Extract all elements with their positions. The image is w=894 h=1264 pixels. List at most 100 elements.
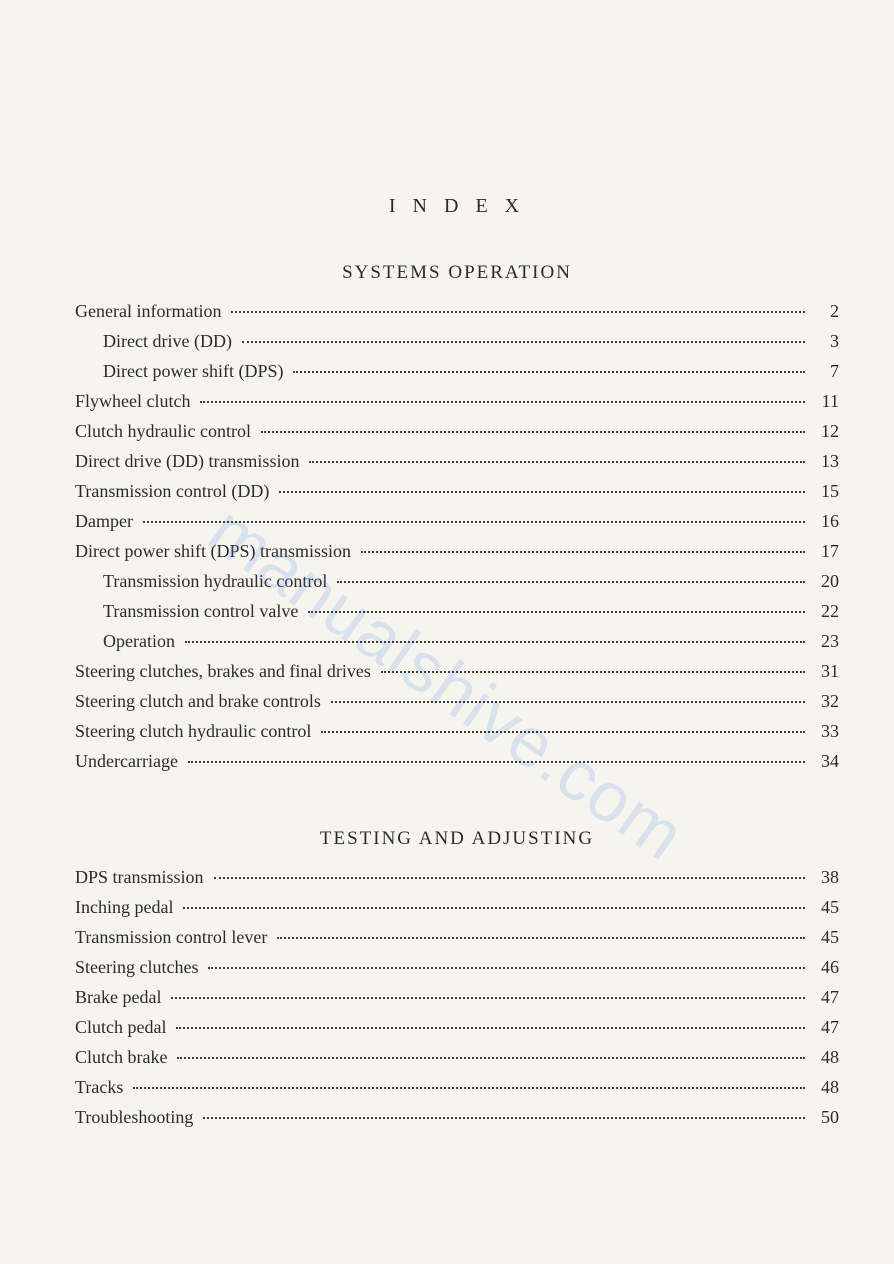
toc-leader-dots (381, 671, 805, 673)
toc-entry-label: Clutch hydraulic control (75, 422, 255, 440)
toc-entry-page: 17 (811, 542, 839, 560)
toc-leader-dots (331, 701, 805, 703)
toc-leader-dots (143, 521, 805, 523)
toc-leader-dots (185, 641, 805, 643)
toc-entry-label: General information (75, 302, 225, 320)
toc-entry: Troubleshooting 50 (75, 1108, 839, 1126)
toc-leader-dots (200, 401, 805, 403)
toc-leader-dots (176, 1027, 805, 1029)
toc-entry-page: 45 (811, 928, 839, 946)
toc-leader-dots (277, 937, 805, 939)
toc-leader-dots (308, 611, 805, 613)
toc-entry-label: Direct drive (DD) transmission (75, 452, 303, 470)
toc-entry: Transmission control valve 22 (75, 602, 839, 620)
toc-entry-page: 48 (811, 1078, 839, 1096)
toc-entry-label: Damper (75, 512, 137, 530)
section-gap (75, 782, 839, 808)
toc-entry: Tracks 48 (75, 1078, 839, 1096)
toc-entry-label: Tracks (75, 1078, 127, 1096)
toc-entry-page: 22 (811, 602, 839, 620)
toc-section: General information 2 Direct drive (DD) 3 Di… (75, 302, 839, 770)
toc-entry-label: Flywheel clutch (75, 392, 194, 410)
toc-entry: DPS transmission 38 (75, 868, 839, 886)
toc-entry-label: Brake pedal (75, 988, 165, 1006)
toc-entry-page: 3 (811, 332, 839, 350)
toc-entry-page: 50 (811, 1108, 839, 1126)
toc-entry: Transmission hydraulic control 20 (75, 572, 839, 590)
toc-entry-label: Transmission control (DD) (75, 482, 273, 500)
toc-entry-page: 45 (811, 898, 839, 916)
toc-entry: Direct power shift (DPS) 7 (75, 362, 839, 380)
toc-leader-dots (231, 311, 805, 313)
toc-entry: Steering clutches, brakes and final driv… (75, 662, 839, 680)
toc-entry-label: Inching pedal (75, 898, 177, 916)
toc-entry-page: 12 (811, 422, 839, 440)
toc-entry: Flywheel clutch 11 (75, 392, 839, 410)
toc-leader-dots (171, 997, 805, 999)
toc-entry-label: DPS transmission (75, 868, 208, 886)
toc-entry: Steering clutch and brake controls32 (75, 692, 839, 710)
toc-entry-page: 48 (811, 1048, 839, 1066)
toc-entry: Clutch pedal47 (75, 1018, 839, 1036)
toc-entry-page: 33 (811, 722, 839, 740)
toc-entry-label: Troubleshooting (75, 1108, 197, 1126)
toc-entry: Undercarriage 34 (75, 752, 839, 770)
toc-leader-dots (214, 877, 805, 879)
toc-entry-page: 20 (811, 572, 839, 590)
toc-entry-page: 16 (811, 512, 839, 530)
toc-entry-page: 47 (811, 988, 839, 1006)
toc-leader-dots (208, 967, 805, 969)
page-title: I N D E X (75, 195, 839, 218)
toc-entry-label: Steering clutches (75, 958, 202, 976)
toc-entry: Inching pedal 45 (75, 898, 839, 916)
toc-section: DPS transmission38Inching pedal45Transmi… (75, 868, 839, 1126)
toc-entry-label: Direct power shift (DPS) transmission (75, 542, 355, 560)
toc-entry-page: 11 (811, 392, 839, 410)
toc-entry: Damper 16 (75, 512, 839, 530)
toc-entry-label: Steering clutch hydraulic control (75, 722, 315, 740)
toc-leader-dots (361, 551, 805, 553)
toc-entry: Steering clutches 46 (75, 958, 839, 976)
toc-entry-label: Direct drive (DD) (75, 332, 236, 350)
toc-entry-label: Clutch pedal (75, 1018, 170, 1036)
toc-entry-label: Undercarriage (75, 752, 182, 770)
toc-leader-dots (177, 1057, 805, 1059)
toc-entry-page: 7 (811, 362, 839, 380)
toc-leader-dots (188, 761, 805, 763)
document-page: manualshive.com I N D E X SYSTEMS OPERAT… (0, 0, 894, 1264)
toc-entry-page: 2 (811, 302, 839, 320)
toc-leader-dots (293, 371, 805, 373)
toc-leader-dots (337, 581, 805, 583)
toc-entry: Operation 23 (75, 632, 839, 650)
toc-entry-label: Clutch brake (75, 1048, 171, 1066)
toc-leader-dots (261, 431, 805, 433)
toc-entry: Direct power shift (DPS) transmission 17 (75, 542, 839, 560)
toc-entry-label: Transmission control lever (75, 928, 271, 946)
toc-leader-dots (279, 491, 805, 493)
toc-entry-page: 15 (811, 482, 839, 500)
toc-entry: Direct drive (DD) transmission 13 (75, 452, 839, 470)
toc-entry: Brake pedal 47 (75, 988, 839, 1006)
toc-entry: Transmission control lever 45 (75, 928, 839, 946)
toc-entry-label: Transmission control valve (75, 602, 302, 620)
section-heading: TESTING AND ADJUSTING (75, 828, 839, 850)
toc-entry-label: Direct power shift (DPS) (75, 362, 287, 380)
toc-entry-page: 32 (811, 692, 839, 710)
toc-entry-page: 13 (811, 452, 839, 470)
toc-entry: Clutch brake 48 (75, 1048, 839, 1066)
toc-entry-page: 34 (811, 752, 839, 770)
section-heading: SYSTEMS OPERATION (75, 262, 839, 284)
toc-entry-page: 46 (811, 958, 839, 976)
toc-entry: Clutch hydraulic control 12 (75, 422, 839, 440)
toc-entry-page: 31 (811, 662, 839, 680)
toc-entry: General information 2 (75, 302, 839, 320)
toc-entry-page: 23 (811, 632, 839, 650)
toc-leader-dots (133, 1087, 805, 1089)
toc-leader-dots (321, 731, 805, 733)
toc-leader-dots (203, 1117, 805, 1119)
toc-entry-page: 38 (811, 868, 839, 886)
toc-entry-label: Operation (75, 632, 179, 650)
toc-entry: Transmission control (DD) 15 (75, 482, 839, 500)
toc-leader-dots (242, 341, 805, 343)
toc-entry-label: Transmission hydraulic control (75, 572, 331, 590)
